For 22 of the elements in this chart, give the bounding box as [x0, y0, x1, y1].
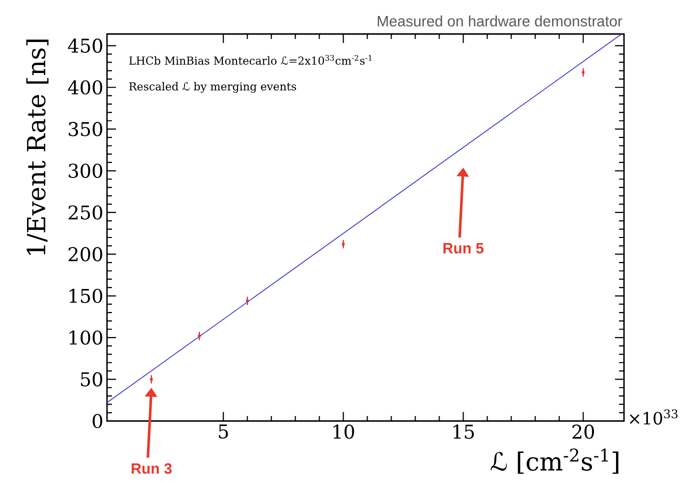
x-tick-label: 15 — [454, 424, 474, 439]
y-tick-label: 400 — [68, 80, 102, 95]
x-tick-label: 10 — [334, 424, 354, 439]
annotation: LHCb MinBias Montecarlo ℒ=2x10$^{33}$cm$^{-2}$s$^{-1}$ — [129, 54, 372, 65]
text: Measured on hardware demonstrator — [378, 16, 622, 26]
y-tick-label: 300 — [68, 164, 102, 178]
y-tick-label: 450 — [68, 38, 102, 53]
text: Run 3 — [132, 463, 172, 474]
x-axis-title: ℒ [cm$^{-2}$s$^{-1}$] — [490, 448, 618, 474]
y-tick-label: 0 — [92, 414, 102, 428]
y-tick-label: 150 — [70, 288, 102, 304]
x-tick-label: 20 — [572, 424, 594, 439]
annotation: Rescaled ℒ by merging events — [129, 82, 296, 93]
text: ×10$^{33}$ — [630, 409, 678, 425]
annotation: Run 5 — [443, 243, 484, 254]
y-tick-label: 100 — [70, 330, 102, 345]
x-tick-label: 5 — [218, 424, 228, 439]
y-tick-label: 200 — [68, 247, 102, 262]
y-axis-title: 1/Event Rate [ns] — [26, 40, 48, 255]
y-tick-label: 350 — [68, 122, 102, 136]
y-tick-label: 250 — [68, 205, 102, 220]
y-tick-label: 50 — [81, 372, 102, 386]
